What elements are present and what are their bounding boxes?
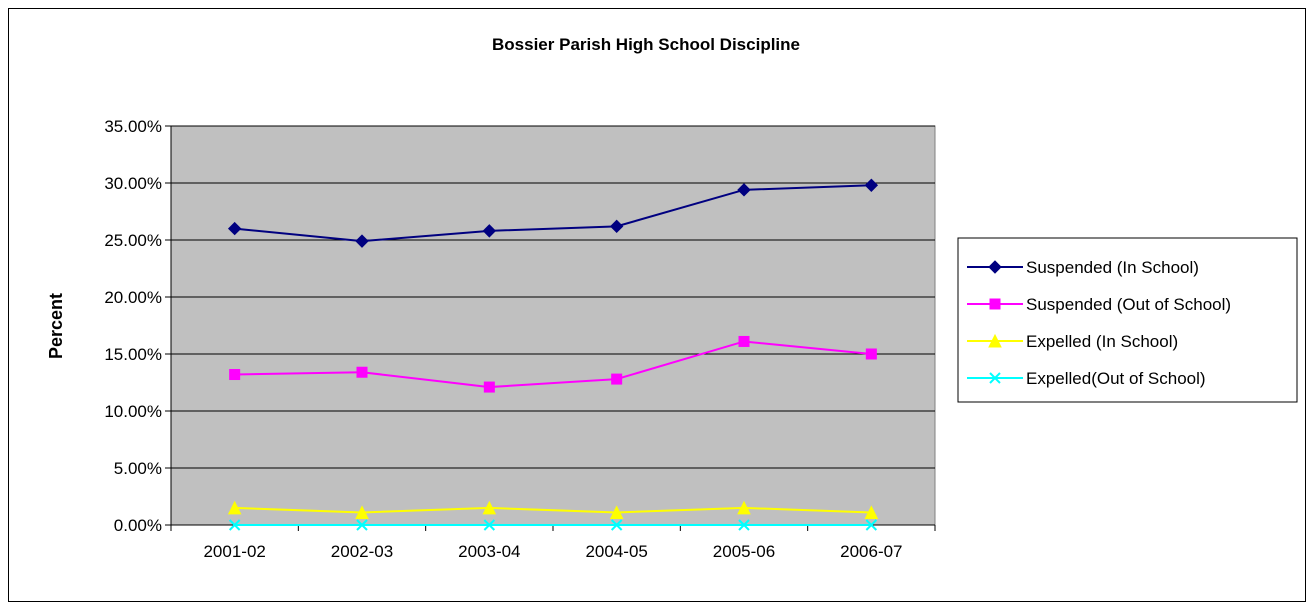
data-point-series-3: [737, 500, 751, 515]
series-line-2: [234, 340, 872, 389]
data-point-series-3: [864, 505, 879, 519]
x-tick-label: 2003-04: [458, 542, 520, 561]
data-point-series-4: [356, 519, 368, 531]
data-point-series-1: [609, 219, 624, 234]
y-tick-label: 0.00%: [114, 516, 162, 535]
data-point-series-3: [482, 500, 497, 515]
y-tick-label: 10.00%: [104, 402, 162, 421]
y-axis-label: Percent: [46, 293, 66, 359]
series-line-3: [234, 506, 872, 514]
y-tick-label: 20.00%: [104, 288, 162, 307]
legend-label: Expelled (In School): [1026, 332, 1178, 351]
data-point-series-2: [356, 366, 368, 378]
data-point-series-2: [611, 373, 623, 385]
x-tick-label: 2004-05: [585, 542, 647, 561]
data-point-series-1: [737, 183, 751, 197]
data-point-series-2: [738, 335, 750, 347]
legend-label: Suspended (In School): [1026, 258, 1199, 277]
x-marker-stroke: [483, 519, 496, 531]
data-point-series-2: [483, 381, 495, 393]
x-tick-label: 2001-02: [203, 542, 265, 561]
x-marker-stroke: [989, 372, 1001, 384]
legend-marker: [989, 372, 1001, 384]
data-point-series-4: [738, 519, 750, 531]
data-point-series-4: [483, 519, 496, 531]
x-marker-stroke: [865, 519, 878, 531]
y-tick-label: 25.00%: [104, 231, 162, 250]
data-point-series-1: [355, 234, 369, 248]
data-point-series-1: [864, 178, 879, 192]
data-point-series-3: [227, 500, 242, 515]
legend-box: [957, 237, 1298, 403]
data-point-series-2: [865, 348, 877, 360]
series-line-1: [234, 184, 872, 243]
data-point-series-1: [227, 221, 242, 236]
data-point-series-4: [610, 519, 623, 531]
y-tick-label: 30.00%: [104, 174, 162, 193]
legend-marker: [988, 333, 1002, 348]
data-point-series-1: [482, 224, 497, 238]
plot-background: [170, 125, 936, 526]
legend-label: Expelled(Out of School): [1026, 369, 1206, 388]
y-tick-label: 35.00%: [104, 117, 162, 136]
data-point-series-3: [355, 505, 369, 519]
legend-marker: [988, 260, 1002, 274]
plot-area: 0.00% 5.00% 10.00% 15.00% 20.00% 25.00% 30.00%…: [104, 117, 936, 561]
x-tick-label: 2002-03: [331, 542, 393, 561]
data-point-series-2: [229, 369, 241, 381]
x-tick-label: 2006-07: [840, 542, 902, 561]
y-tick-label: 5.00%: [114, 459, 162, 478]
x-marker-stroke: [610, 519, 623, 531]
x-marker-stroke: [356, 519, 368, 531]
legend-marker: [989, 298, 1001, 310]
x-marker-stroke: [738, 519, 750, 531]
x-marker-stroke: [228, 519, 241, 531]
legend: Suspended (In School) Suspended (Out of S…: [957, 237, 1298, 403]
data-point-series-3: [609, 505, 624, 519]
y-tick-label: 15.00%: [104, 345, 162, 364]
data-point-series-4: [228, 519, 241, 531]
legend-label: Suspended (Out of School): [1026, 295, 1231, 314]
data-point-series-4: [865, 519, 878, 531]
chart-title: Bossier Parish High School Discipline: [492, 35, 800, 54]
x-tick-label: 2005-06: [713, 542, 775, 561]
